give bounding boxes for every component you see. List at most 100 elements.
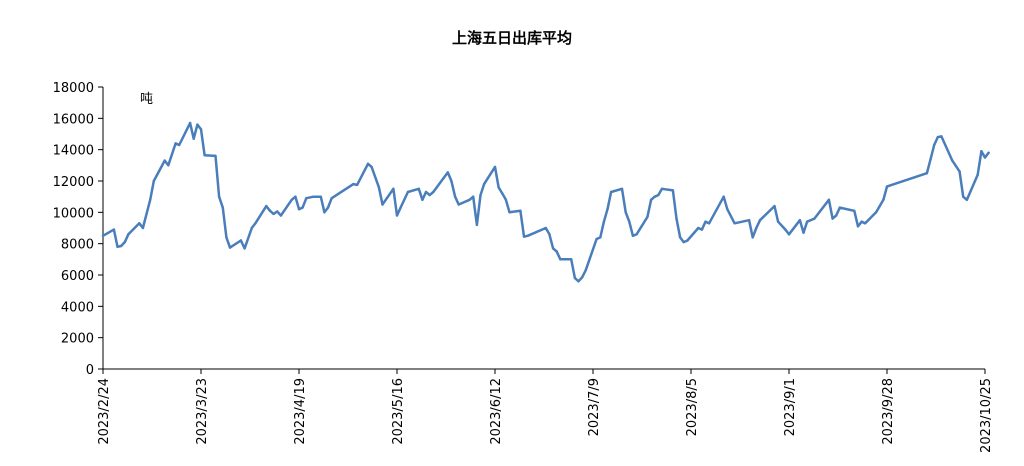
data-point bbox=[802, 231, 805, 234]
data-point bbox=[272, 212, 275, 216]
data-point bbox=[628, 220, 631, 223]
data-point bbox=[620, 187, 624, 190]
data-point bbox=[805, 220, 809, 223]
data-point bbox=[450, 179, 453, 183]
data-point bbox=[980, 150, 983, 153]
data-point bbox=[929, 157, 932, 161]
data-point bbox=[853, 209, 856, 212]
data-point bbox=[878, 204, 881, 208]
data-point bbox=[787, 233, 791, 236]
data-point bbox=[421, 198, 424, 201]
data-point bbox=[381, 203, 384, 206]
data-point bbox=[758, 219, 762, 222]
data-point bbox=[631, 234, 635, 237]
data-point bbox=[548, 233, 551, 236]
data-point bbox=[482, 182, 486, 186]
data-point bbox=[112, 228, 116, 231]
data-point bbox=[493, 165, 497, 169]
x-tick-label: 2023/3/23 bbox=[195, 378, 210, 445]
x-tick-label: 2023/8/5 bbox=[685, 378, 700, 436]
data-point bbox=[838, 206, 841, 209]
data-point bbox=[925, 172, 929, 175]
data-point bbox=[101, 234, 105, 237]
data-point bbox=[933, 143, 936, 147]
data-point bbox=[649, 198, 653, 201]
data-point bbox=[428, 193, 431, 197]
data-point bbox=[116, 245, 119, 248]
data-point bbox=[835, 214, 838, 217]
data-point bbox=[584, 269, 587, 272]
data-point bbox=[475, 223, 479, 227]
data-point bbox=[141, 226, 145, 230]
data-point bbox=[123, 240, 127, 244]
data-point bbox=[813, 217, 816, 220]
data-point bbox=[707, 222, 711, 225]
data-point bbox=[609, 190, 613, 194]
data-point bbox=[827, 198, 831, 201]
data-point bbox=[479, 193, 482, 197]
y-tick-label: 18000 bbox=[53, 81, 94, 96]
data-point bbox=[119, 244, 123, 248]
data-point bbox=[243, 247, 246, 250]
data-point bbox=[149, 198, 152, 201]
x-tick-label: 2023/5/16 bbox=[391, 378, 406, 445]
data-point bbox=[392, 187, 395, 190]
data-point bbox=[188, 121, 192, 125]
data-point bbox=[250, 226, 253, 230]
data-point bbox=[697, 226, 700, 230]
data-point bbox=[297, 208, 301, 211]
y-tick-label: 12000 bbox=[53, 175, 94, 190]
data-point bbox=[497, 186, 500, 189]
data-point bbox=[940, 135, 943, 138]
data-point bbox=[722, 195, 725, 198]
chart-title: 上海五日出库平均 bbox=[452, 29, 572, 47]
data-point bbox=[417, 187, 420, 190]
data-point bbox=[555, 250, 558, 253]
data-point bbox=[352, 182, 355, 186]
data-point bbox=[599, 236, 602, 239]
data-point bbox=[864, 222, 867, 225]
data-point bbox=[457, 203, 460, 206]
data-point bbox=[138, 222, 141, 225]
data-point bbox=[653, 195, 656, 198]
data-point bbox=[522, 235, 526, 238]
data-point bbox=[217, 195, 221, 198]
data-point bbox=[446, 171, 449, 174]
data-point bbox=[453, 195, 457, 198]
data-point bbox=[127, 233, 130, 236]
y-tick-label: 4000 bbox=[61, 300, 94, 315]
data-point bbox=[635, 233, 638, 236]
data-point bbox=[856, 225, 860, 228]
data-point bbox=[544, 226, 547, 230]
data-point bbox=[726, 208, 729, 211]
data-point bbox=[798, 219, 802, 222]
data-point bbox=[519, 209, 522, 212]
data-point bbox=[508, 211, 511, 214]
data-point bbox=[199, 128, 203, 131]
x-tick-label: 2023/7/9 bbox=[587, 378, 602, 436]
data-point bbox=[657, 193, 660, 197]
data-point bbox=[885, 185, 889, 188]
data-point bbox=[196, 123, 199, 126]
data-point bbox=[965, 198, 969, 201]
data-point bbox=[660, 187, 664, 190]
data-point bbox=[203, 154, 206, 157]
x-tick-label: 2023/10/25 bbox=[979, 378, 994, 453]
data-point bbox=[882, 198, 885, 201]
data-point bbox=[595, 237, 598, 241]
data-point bbox=[312, 195, 315, 198]
data-point bbox=[580, 276, 584, 279]
data-point bbox=[276, 210, 279, 213]
data-point bbox=[577, 280, 580, 283]
data-point bbox=[167, 164, 170, 167]
data-point bbox=[606, 208, 609, 211]
data-point bbox=[570, 258, 573, 261]
data-point bbox=[874, 211, 878, 214]
data-point bbox=[573, 276, 577, 280]
unit-label: 吨 bbox=[140, 92, 153, 107]
y-tick-label: 8000 bbox=[61, 238, 94, 253]
data-point bbox=[254, 222, 257, 225]
data-point bbox=[755, 226, 758, 230]
data-point bbox=[784, 228, 787, 231]
y-tick-label: 16000 bbox=[53, 112, 94, 127]
